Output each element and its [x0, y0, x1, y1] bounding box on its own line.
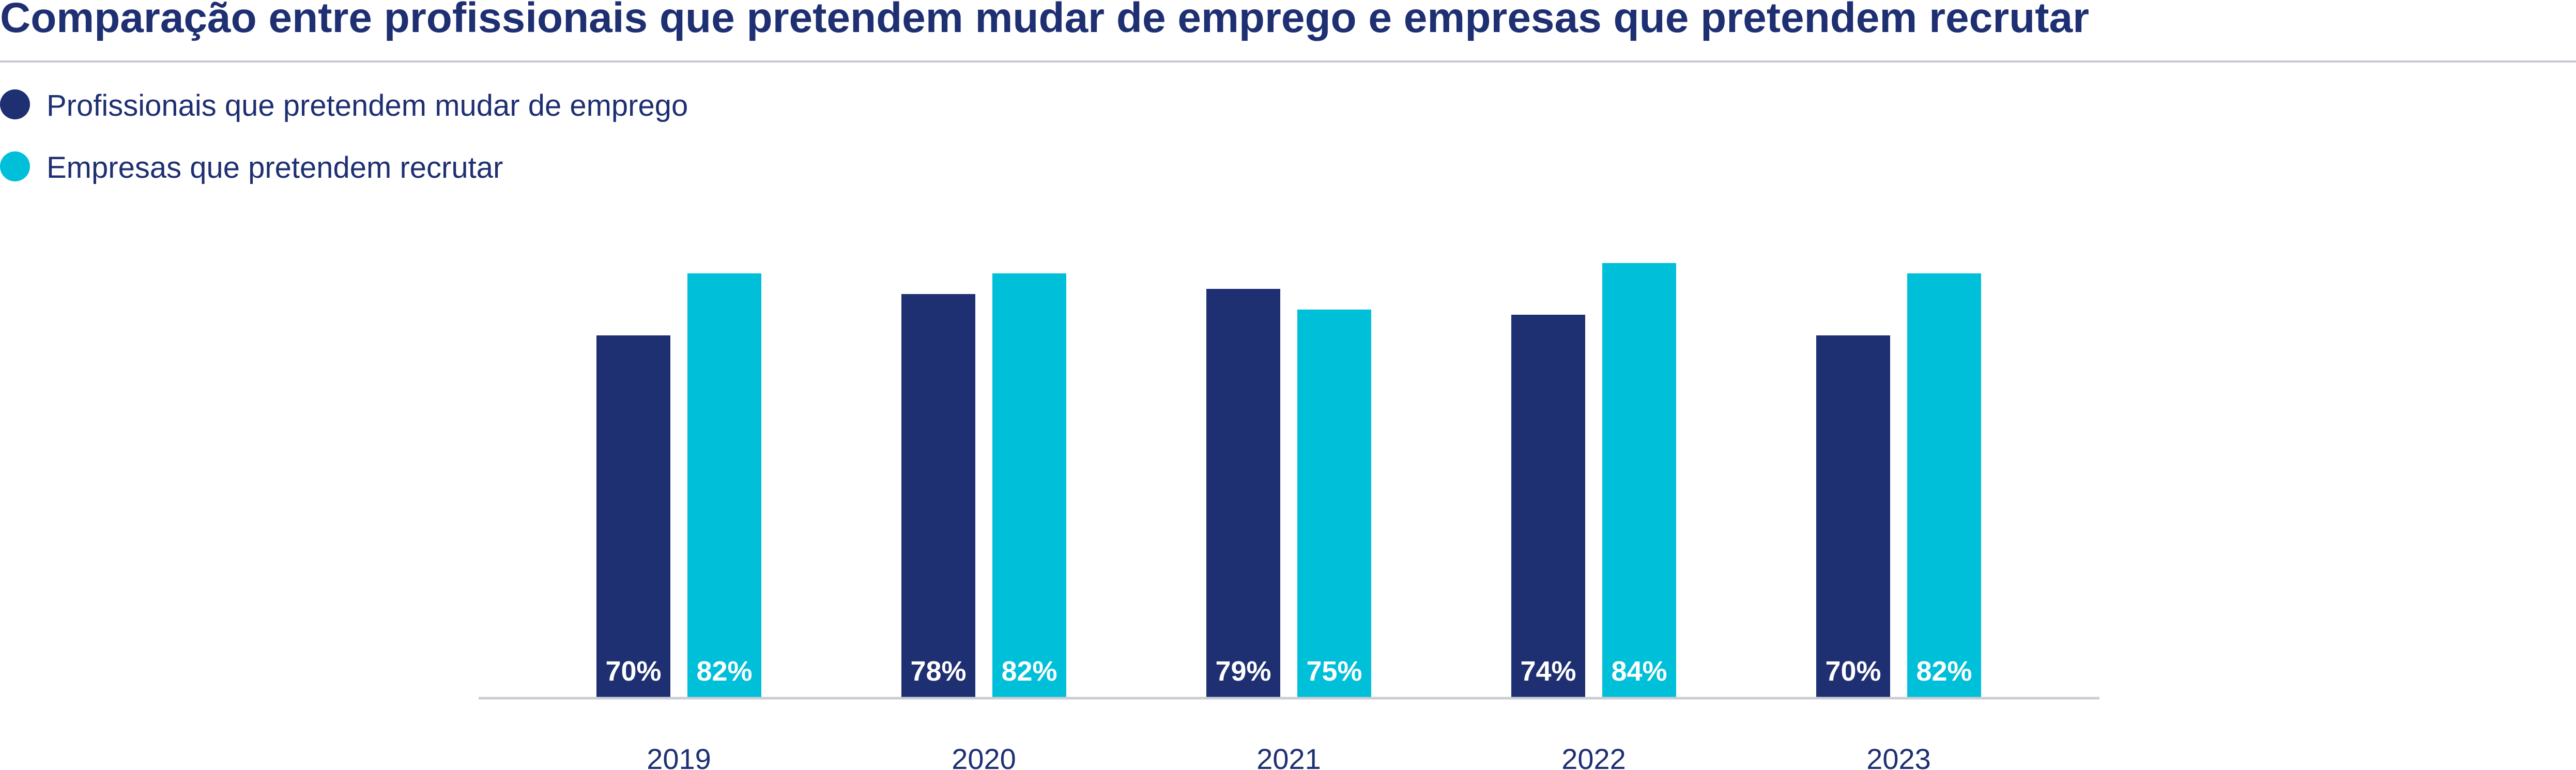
bar-value-label-2022-series-1: 74% [1520, 656, 1576, 687]
x-tick-label-2019: 2019 [647, 743, 711, 770]
legend-item-profissionais: Profissionais que pretendem mudar de emp… [0, 89, 688, 122]
legend-swatch-profissionais [0, 89, 30, 119]
legend-label-empresas: Empresas que pretendem recrutar [47, 151, 503, 184]
legend: Profissionais que pretendem mudar de emp… [0, 89, 688, 184]
x-tick-label-2021: 2021 [1256, 743, 1321, 770]
plot-area: 70% 82% 2019 78% 82% 2020 79% 75% 2021 74% 84% 2022… [596, 263, 1981, 770]
bar-2023-series-1 [1816, 335, 1890, 697]
legend-item-empresas: Empresas que pretendem recrutar [0, 151, 503, 184]
chart-title: Comparação entre profissionais que prete… [0, 0, 2089, 41]
bar-2022-series-2 [1602, 263, 1676, 697]
legend-swatch-empresas [0, 151, 30, 181]
bar-2022-series-1 [1511, 315, 1585, 697]
bar-2023-series-2 [1907, 273, 1981, 697]
bar-value-label-2021-series-2: 75% [1306, 656, 1362, 687]
bar-value-label-2023-series-1: 70% [1825, 656, 1881, 687]
bar-value-label-2019-series-2: 82% [696, 656, 752, 687]
bar-value-label-2021-series-1: 79% [1215, 656, 1271, 687]
x-tick-label-2020: 2020 [952, 743, 1016, 770]
bar-value-label-2019-series-1: 70% [605, 656, 661, 687]
x-tick-label-2022: 2022 [1561, 743, 1626, 770]
bar-2019-series-2 [687, 273, 761, 697]
bar-value-label-2020-series-1: 78% [910, 656, 966, 687]
bar-2020-series-2 [992, 273, 1066, 697]
bar-value-label-2020-series-2: 82% [1001, 656, 1057, 687]
bar-2021-series-2 [1297, 310, 1371, 697]
bar-2021-series-1 [1206, 289, 1280, 697]
bar-2019-series-1 [596, 335, 670, 697]
bar-value-label-2022-series-2: 84% [1611, 656, 1667, 687]
bar-value-label-2023-series-2: 82% [1916, 656, 1972, 687]
x-tick-label-2023: 2023 [1866, 743, 1931, 770]
legend-label-profissionais: Profissionais que pretendem mudar de emp… [47, 89, 688, 122]
bar-2020-series-1 [901, 294, 975, 697]
